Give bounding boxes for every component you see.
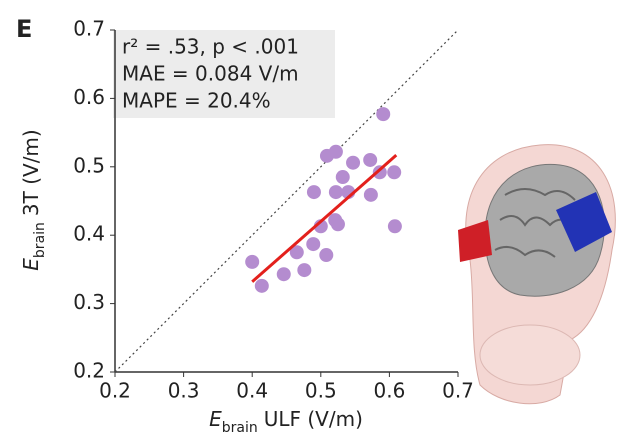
x-tick-label: 0.7	[442, 379, 474, 403]
y-tick-label: 0.7	[73, 17, 105, 41]
brain-illustration	[458, 144, 616, 405]
point	[319, 248, 334, 263]
y-label-text: 3T (V/m)	[19, 129, 43, 216]
point	[306, 237, 321, 252]
annotation-box	[113, 30, 335, 118]
annotation: MAE = 0.084 V/m	[122, 62, 299, 86]
y-tick-label: 0.3	[73, 290, 105, 314]
point	[330, 217, 345, 232]
blue-electrode	[556, 192, 612, 252]
point	[297, 263, 312, 278]
x-label-symbol: E	[209, 407, 222, 431]
point	[346, 155, 361, 170]
brain	[484, 163, 605, 297]
point	[376, 107, 391, 122]
x-tick-label: 0.4	[236, 379, 268, 403]
point	[276, 267, 291, 282]
point	[289, 245, 304, 260]
point	[372, 165, 387, 180]
fit-line	[251, 154, 398, 283]
point	[387, 219, 402, 234]
panel-label: E	[16, 15, 32, 43]
y-axis-label: Ebrain 3T (V/m)	[19, 129, 49, 270]
point	[335, 170, 350, 185]
point	[306, 185, 321, 200]
x-tick-label: 0.5	[305, 379, 337, 403]
annotation: r² = .53, p < .001	[122, 35, 299, 59]
point	[245, 254, 260, 269]
neck	[479, 324, 581, 386]
x-tick-label: 0.2	[99, 379, 131, 403]
y-tick-label: 0.5	[73, 153, 105, 177]
x-tick-label: 0.3	[168, 379, 200, 403]
point	[363, 187, 378, 202]
point	[387, 165, 402, 180]
y-label-subscript: brain	[32, 222, 48, 258]
point	[328, 144, 343, 159]
y-tick-label: 0.4	[73, 222, 105, 246]
x-label-subscript: brain	[222, 420, 258, 436]
y-tick-label: 0.2	[73, 359, 105, 383]
x-label-text: ULF (V/m)	[264, 407, 363, 431]
x-axis-label: Ebrain ULF (V/m)	[209, 407, 363, 437]
point	[328, 185, 343, 200]
red-electrode	[458, 220, 492, 262]
point	[363, 152, 378, 167]
identity-line	[114, 29, 459, 373]
y-tick-label: 0.6	[73, 85, 105, 109]
y-label-symbol: E	[19, 258, 43, 271]
annotation: MAPE = 20.4%	[122, 89, 271, 113]
point	[254, 278, 269, 293]
x-tick-label: 0.6	[373, 379, 405, 403]
